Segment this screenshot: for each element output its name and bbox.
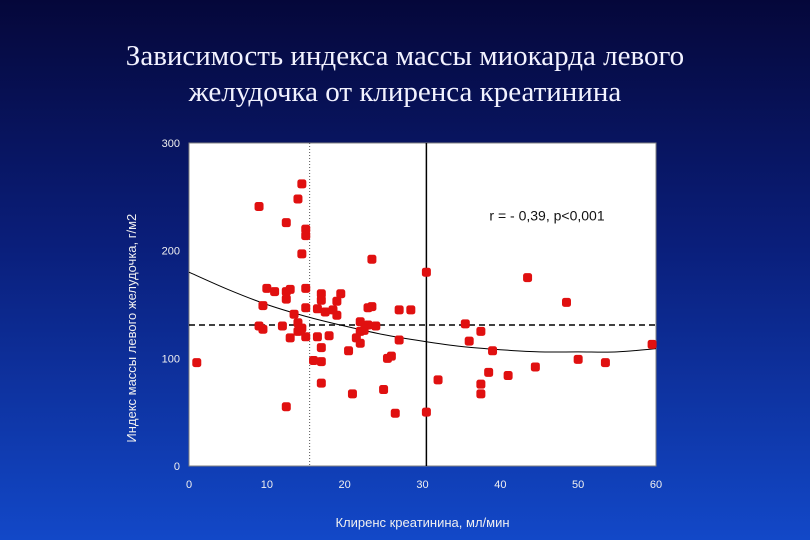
- data-point: [262, 283, 272, 293]
- data-point: [367, 302, 377, 312]
- data-point: [316, 357, 326, 367]
- data-point: [394, 335, 404, 345]
- data-point: [316, 343, 326, 353]
- data-point: [371, 321, 381, 331]
- x-tick-label: 40: [494, 479, 506, 491]
- data-point: [390, 408, 400, 418]
- x-axis-ticks: 0 10 20 30 40 50 60: [186, 479, 662, 491]
- data-point: [258, 301, 268, 311]
- data-point: [285, 333, 295, 343]
- x-axis-label: Клиренс креатинина, мл/мин: [335, 515, 509, 530]
- data-point: [254, 202, 264, 212]
- x-tick-label: 60: [650, 479, 662, 491]
- y-tick-label: 0: [174, 461, 180, 473]
- data-point: [433, 375, 443, 385]
- data-point: [484, 367, 494, 377]
- data-point: [332, 296, 342, 306]
- data-point: [363, 320, 373, 330]
- data-point: [421, 407, 431, 417]
- x-tick-label: 10: [261, 479, 273, 491]
- data-point: [297, 323, 307, 333]
- data-point: [464, 336, 474, 346]
- data-point: [281, 402, 291, 412]
- data-point: [523, 273, 533, 283]
- data-point: [297, 179, 307, 189]
- data-points: [192, 179, 657, 418]
- data-point: [285, 284, 295, 294]
- y-axis-label: Индекс массы левого желудочка, г/м2: [124, 214, 139, 443]
- data-point: [254, 321, 264, 331]
- data-point: [573, 354, 583, 364]
- data-point: [309, 355, 319, 365]
- y-tick-label: 300: [162, 138, 180, 150]
- data-point: [289, 309, 299, 319]
- data-point: [488, 346, 498, 356]
- data-point: [301, 332, 311, 342]
- slide-title-line-2: желудочка от клиренса креатинина: [188, 76, 622, 108]
- data-point: [367, 254, 377, 264]
- data-point: [270, 287, 280, 297]
- x-tick-label: 20: [339, 479, 351, 491]
- data-point: [460, 319, 470, 329]
- data-point: [355, 317, 365, 327]
- data-point: [530, 362, 540, 372]
- data-point: [379, 385, 389, 395]
- data-point: [324, 331, 334, 341]
- x-tick-label: 50: [572, 479, 584, 491]
- y-axis-ticks: 0 100 200 300: [162, 138, 180, 473]
- data-point: [355, 338, 365, 348]
- data-point: [316, 289, 326, 299]
- data-point: [476, 389, 486, 399]
- x-tick-label: 0: [186, 479, 192, 491]
- x-tick-label: 30: [416, 479, 428, 491]
- data-point: [293, 194, 303, 204]
- data-point: [301, 224, 311, 234]
- y-tick-label: 100: [162, 353, 180, 365]
- y-tick-label: 200: [162, 246, 180, 258]
- data-point: [301, 303, 311, 313]
- data-point: [600, 358, 610, 368]
- data-point: [277, 321, 287, 331]
- data-point: [320, 307, 330, 317]
- data-point: [406, 305, 416, 315]
- data-point: [312, 304, 322, 314]
- data-point: [336, 289, 346, 299]
- data-point: [561, 297, 571, 307]
- data-point: [386, 351, 396, 361]
- data-point: [316, 378, 326, 388]
- data-point: [344, 346, 354, 356]
- slide-title: Зависимость индекса массы миокарда левог…: [0, 38, 810, 110]
- data-point: [647, 339, 657, 349]
- data-point: [394, 305, 404, 315]
- data-point: [312, 332, 322, 342]
- data-point: [421, 267, 431, 277]
- data-point: [301, 283, 311, 293]
- slide-title-line-1: Зависимость индекса массы миокарда левог…: [125, 40, 685, 72]
- data-point: [503, 371, 513, 381]
- data-point: [297, 249, 307, 259]
- data-point: [281, 294, 291, 304]
- data-point: [476, 379, 486, 389]
- data-point: [332, 310, 342, 320]
- data-point: [476, 326, 486, 336]
- data-point: [281, 218, 291, 228]
- correlation-annotation: r = - 0,39, p<0,001: [489, 208, 604, 224]
- data-point: [347, 389, 357, 399]
- data-point: [192, 358, 202, 368]
